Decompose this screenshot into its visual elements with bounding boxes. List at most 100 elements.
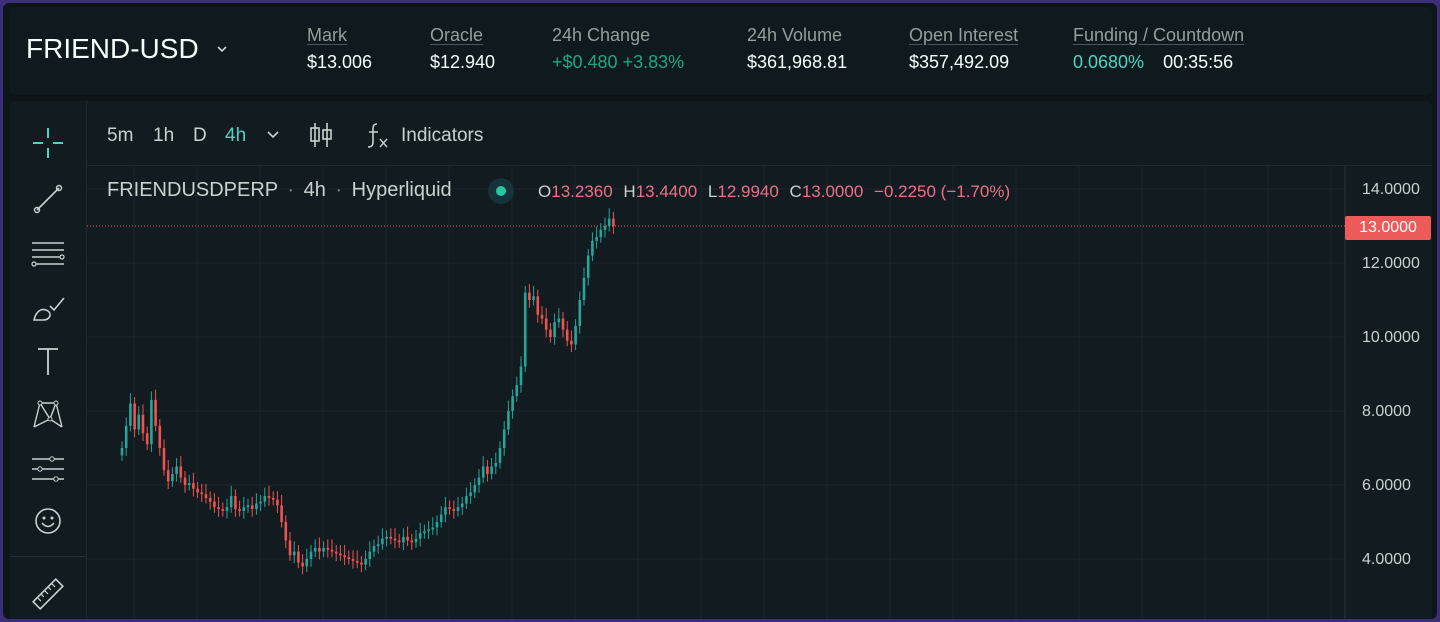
chart-legend: FRIENDUSDPERP · 4h · Hyperliquid xyxy=(107,179,452,202)
toolbar-divider xyxy=(10,556,86,557)
candle-body xyxy=(406,536,409,541)
candle-body xyxy=(456,507,460,511)
timeframe-d[interactable]: D xyxy=(193,125,207,146)
candle-body xyxy=(557,318,561,323)
candle-body xyxy=(544,318,548,330)
legend-venue: Hyperliquid xyxy=(351,179,452,201)
stat-24h-volume: 24h Volume $361,968.81 xyxy=(747,23,847,74)
brush-icon[interactable] xyxy=(28,287,68,327)
chart-toolbar: 5m 1h D 4h Indicators xyxy=(87,101,1432,166)
candle-body xyxy=(250,505,254,510)
candle-body xyxy=(288,540,292,556)
candle-body xyxy=(141,414,145,434)
candlestick-type-icon[interactable] xyxy=(307,121,335,149)
stat-value: $13.006 xyxy=(307,52,373,72)
status-dot[interactable] xyxy=(488,178,514,204)
y-tick-label: 12.0000 xyxy=(1362,255,1420,272)
timeframe-5m[interactable]: 5m xyxy=(107,125,134,146)
pattern-icon[interactable] xyxy=(28,395,68,435)
candle-body xyxy=(255,503,258,510)
text-icon[interactable] xyxy=(28,341,68,381)
candle-body xyxy=(612,218,615,226)
candle-body xyxy=(536,296,540,315)
candle-body xyxy=(360,562,363,565)
candle-body xyxy=(372,546,376,552)
candle-body xyxy=(120,448,124,456)
indicators-button[interactable]: Indicators xyxy=(401,125,484,146)
stat-mark: Mark $13.006 xyxy=(307,23,372,74)
candle-body xyxy=(414,538,418,543)
candle-body xyxy=(208,497,212,502)
candle-body xyxy=(292,551,296,556)
candle-body xyxy=(389,536,393,539)
candle-body xyxy=(427,529,430,532)
stat-label[interactable]: Funding / Countdown xyxy=(1073,25,1245,45)
timeframe-1h[interactable]: 1h xyxy=(153,125,175,146)
timeframe-4h[interactable]: 4h xyxy=(225,125,247,146)
y-tick-label: 14.0000 xyxy=(1362,181,1420,198)
stat-24h-change: 24h Change +$0.480 +3.83% xyxy=(552,23,684,74)
candle-body xyxy=(607,218,611,226)
candle-body xyxy=(397,540,401,543)
candle-body xyxy=(213,501,216,508)
candle-body xyxy=(540,314,544,319)
horizontal-lines-icon[interactable] xyxy=(28,233,68,273)
open-label: O xyxy=(538,182,552,201)
candle-body xyxy=(234,496,237,510)
close-value: 13.0000 xyxy=(801,182,864,201)
candle-body xyxy=(200,492,204,495)
price-chart[interactable] xyxy=(10,101,1432,619)
candle-body xyxy=(238,509,241,511)
candle-body xyxy=(187,483,191,485)
high-label: H xyxy=(623,182,636,201)
candle-body xyxy=(570,340,573,345)
candle-body xyxy=(179,466,183,478)
stat-label[interactable]: Open Interest xyxy=(909,25,1019,45)
market-name: FRIEND-USD xyxy=(26,33,199,64)
chevron-down-icon[interactable] xyxy=(267,130,279,140)
y-tick-label: 8.0000 xyxy=(1362,403,1411,420)
stat-value: $361,968.81 xyxy=(747,52,848,72)
projection-icon[interactable] xyxy=(28,449,68,489)
candle-body xyxy=(561,318,565,330)
candle-body xyxy=(490,466,493,474)
candle-body xyxy=(507,411,510,430)
function-icon[interactable] xyxy=(363,120,393,150)
candle-body xyxy=(469,492,472,497)
candle-body xyxy=(162,448,166,471)
candle-body xyxy=(196,488,199,493)
emoji-icon[interactable] xyxy=(28,501,68,541)
crosshair-icon[interactable] xyxy=(28,123,68,163)
legend-separator: · xyxy=(335,179,343,201)
candle-body xyxy=(326,547,330,550)
candle-body xyxy=(565,329,569,341)
stat-label[interactable]: Mark xyxy=(307,25,347,45)
ruler-icon[interactable] xyxy=(28,574,68,614)
last-price-tag: 13.0000 xyxy=(1345,216,1431,240)
stat-value: +$0.480 +3.83% xyxy=(552,52,685,72)
stat-funding: Funding / Countdown 0.0680% 00:35:56 xyxy=(1073,23,1244,74)
candle-body xyxy=(166,470,170,482)
stat-label[interactable]: Oracle xyxy=(430,25,484,45)
candle-body xyxy=(435,522,439,528)
candle-body xyxy=(154,399,157,426)
candle-body xyxy=(574,325,577,345)
candle-body xyxy=(225,507,229,511)
candle-body xyxy=(528,292,531,300)
ohlc-readout: O13.2360 H13.4400 L12.9940 C13.0000 −0.2… xyxy=(538,182,1010,202)
candle-body xyxy=(301,562,304,567)
candle-body xyxy=(431,527,435,530)
candle-body xyxy=(313,547,317,552)
market-selector[interactable]: FRIEND-USD xyxy=(26,33,227,65)
candle-body xyxy=(418,533,422,539)
low-value: 12.9940 xyxy=(717,182,779,201)
trend-line-icon[interactable] xyxy=(28,179,68,219)
stat-open-interest: Open Interest $357,492.09 xyxy=(909,23,1018,74)
candle-body xyxy=(515,385,519,397)
candle-body xyxy=(158,425,162,448)
candle-body xyxy=(137,414,141,430)
candle-body xyxy=(309,551,313,559)
candle-body xyxy=(532,296,535,300)
candle-body xyxy=(439,514,443,522)
candle-body xyxy=(444,507,447,515)
